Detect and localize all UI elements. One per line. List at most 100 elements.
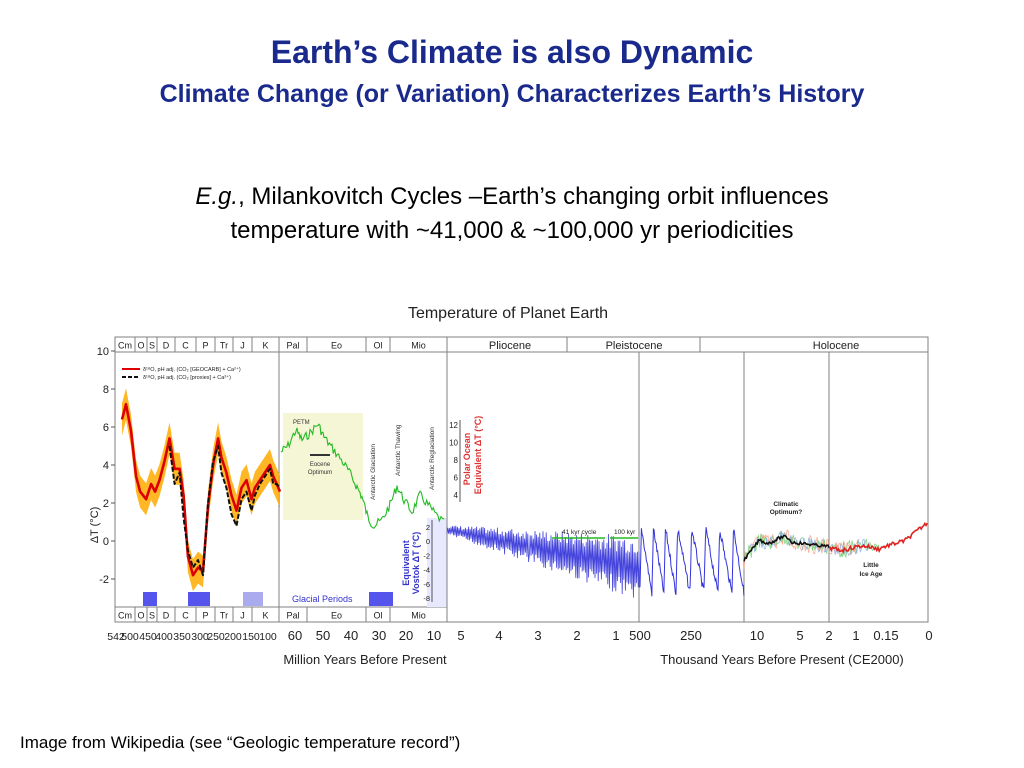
period-label-bottom-o: O xyxy=(137,611,144,621)
climatic-optimum-label: Optimum? xyxy=(770,509,803,516)
period-label-top-j: J xyxy=(240,341,245,351)
polar-tick-label: 12 xyxy=(449,421,458,430)
period-label-top-c: C xyxy=(182,341,189,351)
temperature-chart: Temperature of Planet Earth Cm O S D C P Tr J K P… xyxy=(89,305,933,667)
polar-tick-label: 4 xyxy=(454,491,459,500)
y-tick-label: 0 xyxy=(103,536,109,548)
antarctic-reglaciation-label: Antarctic Reglaciation xyxy=(429,427,436,490)
x-tick-label: 5 xyxy=(457,628,464,643)
epoch-label-pliocene: Pliocene xyxy=(489,340,531,352)
antarctic-glaciation-label: Antarctic Glaciation xyxy=(370,444,377,500)
series-proxies-line xyxy=(168,445,281,577)
x-tick-label: 40 xyxy=(344,628,358,643)
y-tick-label: 6 xyxy=(103,422,109,434)
little-label: Little xyxy=(863,562,879,569)
holocene-mean-line xyxy=(743,534,830,562)
period-label-top-ol: Ol xyxy=(374,341,383,351)
period-label-bottom-p: P xyxy=(202,611,208,621)
x-tick-label: 10 xyxy=(427,628,441,643)
period-label-bottom-k: K xyxy=(262,611,268,621)
x-tick-label: 1 xyxy=(612,628,619,643)
polar-equivalent-label: Equivalent ΔT (°C) xyxy=(473,416,483,495)
x-tick-label: 5 xyxy=(796,628,803,643)
optimum-label: Optimum xyxy=(308,470,332,476)
x-tick-label: 2 xyxy=(573,628,580,643)
x-tick-label: 500 xyxy=(121,631,139,643)
polar-tick-label: 10 xyxy=(449,439,458,448)
period-label-top-d: D xyxy=(163,341,170,351)
period-label-top-eo: Eo xyxy=(331,341,342,351)
legend-entry-2: δ¹⁸O, pH adj. (CO₂ [proxies] + Ca²⁺) xyxy=(143,374,231,381)
period-label-top-s: S xyxy=(149,341,155,351)
x-tick-label: 20 xyxy=(399,628,413,643)
slide-title: Earth’s Climate is also Dynamic xyxy=(270,34,754,70)
glacial-period-4 xyxy=(369,592,393,606)
y-tick-label: 10 xyxy=(97,346,109,358)
epoch-label-pleistocene: Pleistocene xyxy=(606,340,663,352)
period-label-top-k: K xyxy=(262,341,268,351)
x-tick-label: 1 xyxy=(852,628,859,643)
plot-frame xyxy=(114,336,929,623)
chart-title: Temperature of Planet Earth xyxy=(408,305,608,322)
period-label-bottom-mio: Mio xyxy=(411,611,426,621)
period-label-bottom-ol: Ol xyxy=(374,611,383,621)
period-label-top-cm: Cm xyxy=(118,341,132,351)
glacial-period-2 xyxy=(188,592,210,606)
period-label-bottom-eo: Eo xyxy=(331,611,342,621)
epoch-label-holocene: Holocene xyxy=(813,340,859,352)
glacial-period-1 xyxy=(143,592,157,606)
period-label-bottom-j: J xyxy=(240,611,245,621)
x-tick-label: 0 xyxy=(925,628,932,643)
x-tick-label: 50 xyxy=(316,628,330,643)
glacial-period-3 xyxy=(243,592,263,606)
vostok-tick-label: 0 xyxy=(426,537,430,546)
period-label-top-mio: Mio xyxy=(411,341,426,351)
legend-entry-1: δ¹⁸O, pH adj. (CO₂ [GEOCARB] + Ca²⁺) xyxy=(143,366,241,373)
image-caption: Image from Wikipedia (see “Geologic temp… xyxy=(20,733,461,752)
period-label-top-pal: Pal xyxy=(286,341,299,351)
polar-tick-label: 6 xyxy=(454,474,459,483)
period-label-bottom-s: S xyxy=(149,611,155,621)
holocene-proxy-lines-3 xyxy=(749,530,870,556)
cenozoic-green-line xyxy=(280,423,445,529)
petm-label: PETM xyxy=(293,420,310,426)
holocene-proxy-lines xyxy=(743,529,860,569)
glacial-periods-label: Glacial Periods xyxy=(292,594,353,604)
vostok-tick-label: -4 xyxy=(423,566,430,575)
body-eg: E.g. xyxy=(195,183,239,210)
x-tick-label: 250 xyxy=(680,628,702,643)
x-tick-label: 450 xyxy=(139,631,157,643)
period-label-bottom-pal: Pal xyxy=(286,611,299,621)
x-tick-label: 100 xyxy=(259,631,277,643)
x-tick-label: 542 xyxy=(107,631,125,643)
x-tick-label: 3 xyxy=(534,628,541,643)
cycle-100-label: 100 kyr xyxy=(614,529,636,536)
polar-tick-label: 8 xyxy=(454,456,459,465)
vostok-delta-label: Vostok ΔT (°C) xyxy=(411,532,421,594)
vostok-tick-label: 2 xyxy=(426,523,430,532)
period-label-bottom-cm: Cm xyxy=(118,611,132,621)
body-line-2: temperature with ~41,000 & ~100,000 yr p… xyxy=(230,217,794,244)
period-label-top-o: O xyxy=(137,341,144,351)
eocene-label: Eocene xyxy=(310,462,331,468)
slide-subtitle: Climate Change (or Variation) Characteri… xyxy=(159,80,865,108)
period-label-bottom-tr: Tr xyxy=(220,611,228,621)
epoch-labels: Pliocene Pleistocene Holocene xyxy=(489,340,859,352)
antarctic-thawing-label: Antarctic Thawing xyxy=(395,424,402,476)
x-tick-label: 0.15 xyxy=(873,628,898,643)
x-tick-label: 30 xyxy=(372,628,386,643)
vostok-axis: 2 0 -2 -4 -6 -8 xyxy=(423,520,433,603)
x-tick-label: 300 xyxy=(191,631,209,643)
period-label-top-p: P xyxy=(202,341,208,351)
x-tick-label: 10 xyxy=(750,628,764,643)
ice-age-label: Ice Age xyxy=(860,571,883,578)
polar-ocean-label: Polar Ocean xyxy=(462,433,472,486)
polar-ocean-axis: 12 10 8 6 4 xyxy=(449,420,461,502)
period-label-bottom-c: C xyxy=(182,611,189,621)
y-tick-label: 2 xyxy=(103,498,109,510)
x-axis-label-thousand: Thousand Years Before Present (CE2000) xyxy=(660,652,904,667)
x-tick-label: 350 xyxy=(173,631,191,643)
ice-core-line xyxy=(639,527,745,597)
